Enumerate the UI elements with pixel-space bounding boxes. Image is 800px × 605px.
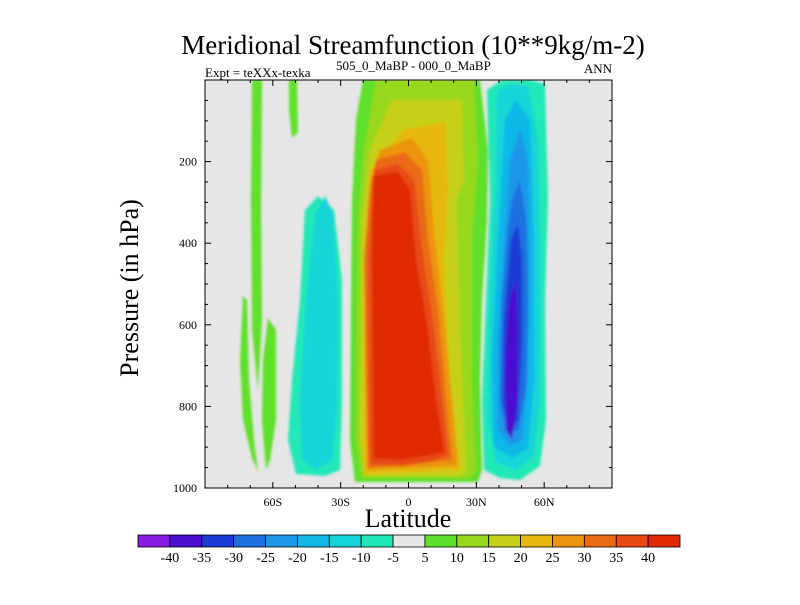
colorbar-swatch bbox=[552, 534, 585, 548]
cell-30s-inner bbox=[300, 196, 338, 470]
colorbar-label: 30 bbox=[577, 551, 591, 566]
colorbar-label: 20 bbox=[514, 551, 528, 566]
colorbar-swatch bbox=[424, 534, 458, 548]
tropical-core bbox=[372, 172, 444, 460]
band-65s-small bbox=[289, 80, 298, 138]
colorbar-swatch bbox=[583, 534, 617, 548]
colorbar-label: 5 bbox=[421, 551, 428, 566]
contour-field bbox=[240, 80, 548, 482]
season-label: ANN bbox=[584, 61, 613, 76]
band-70s-lower bbox=[240, 296, 258, 472]
colorbar-label: -30 bbox=[224, 551, 243, 566]
colorbar-swatch bbox=[137, 534, 171, 548]
colorbar-label: -10 bbox=[352, 551, 371, 566]
colorbar-label: 15 bbox=[482, 551, 496, 566]
colorbar-label: 35 bbox=[609, 551, 623, 566]
expt-label: Expt = teXXx-texka bbox=[205, 65, 311, 80]
x-axis-label: Latitude bbox=[365, 504, 452, 533]
colorbar-swatch bbox=[456, 534, 490, 548]
colorbar-label: 25 bbox=[545, 551, 559, 566]
chart-subtitle: 505_0_MaBP - 000_0_MaBP bbox=[336, 58, 491, 73]
colorbar-swatch bbox=[360, 534, 394, 548]
x-axis: 60S 30S 0 30N 60N bbox=[227, 80, 590, 509]
y-tick-label: 200 bbox=[179, 155, 197, 169]
colorbar-swatch bbox=[647, 534, 681, 548]
colorbar-swatch bbox=[520, 534, 553, 548]
colorbar-label: 10 bbox=[450, 551, 464, 566]
colorbar-swatch bbox=[233, 534, 266, 548]
x-tick-label: 30S bbox=[331, 495, 350, 509]
colorbar-swatch bbox=[169, 534, 203, 548]
y-axis: 200 400 600 800 1000 bbox=[173, 99, 612, 495]
chart-title: Meridional Streamfunction (10**9kg/m-2) bbox=[181, 30, 644, 60]
nh-cell-core bbox=[505, 280, 518, 440]
colorbar-label: -5 bbox=[387, 551, 399, 566]
colorbar-swatch bbox=[488, 534, 521, 548]
y-tick-label: 800 bbox=[179, 399, 197, 413]
y-tick-label: 400 bbox=[179, 236, 197, 250]
band-70s bbox=[251, 80, 262, 390]
x-tick-label: 30N bbox=[466, 495, 487, 509]
x-tick-label: 60N bbox=[534, 495, 555, 509]
colorbar-swatch bbox=[265, 534, 298, 548]
colorbar-label: -25 bbox=[256, 551, 275, 566]
colorbar-label: -40 bbox=[161, 551, 180, 566]
y-tick-label: 1000 bbox=[173, 481, 197, 495]
colorbar-swatch bbox=[392, 534, 426, 548]
colorbar-label: 40 bbox=[641, 551, 655, 566]
x-tick-label: 60S bbox=[263, 495, 282, 509]
colorbar-swatch bbox=[615, 534, 649, 548]
colorbar-label: -35 bbox=[192, 551, 211, 566]
colorbar-label: -15 bbox=[320, 551, 339, 566]
colorbar-swatch bbox=[201, 534, 235, 548]
colorbar-swatch bbox=[328, 534, 362, 548]
y-tick-label: 600 bbox=[179, 318, 197, 332]
colorbar-label: -20 bbox=[288, 551, 307, 566]
x-tick-label: 0 bbox=[406, 495, 412, 509]
band-50s bbox=[262, 318, 276, 470]
colorbar-swatch bbox=[297, 534, 330, 548]
y-axis-label: Pressure (in hPa) bbox=[115, 199, 144, 377]
colorbar: -40 -35 -30 -25 -20 -15 -10 -5 5 10 15 20 25 30 35 40 bbox=[137, 534, 681, 566]
